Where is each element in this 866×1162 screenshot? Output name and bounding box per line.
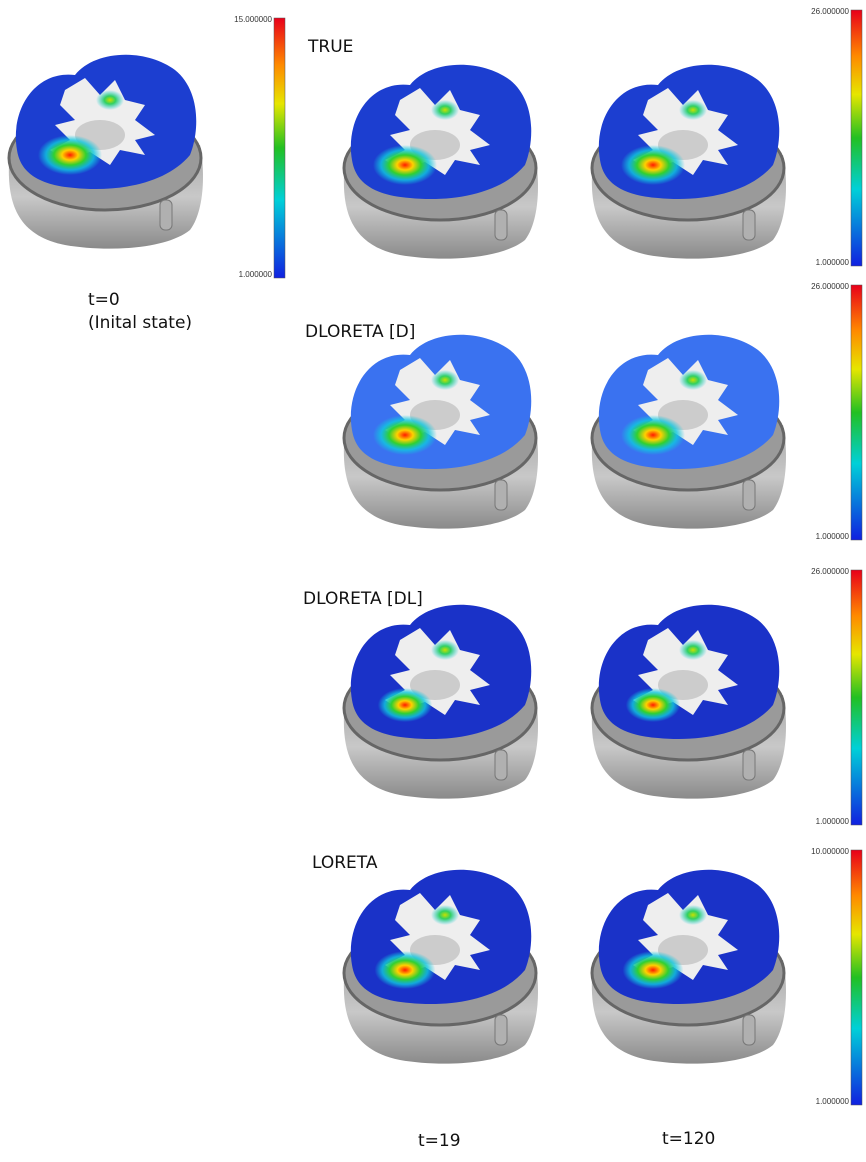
activity-spot: [378, 688, 432, 722]
activity-spot: [431, 370, 459, 390]
ear: [743, 210, 755, 240]
colorbar-min: 1.000000: [816, 258, 850, 267]
brain-render: [344, 335, 538, 529]
colorbar-max: 26.000000: [811, 282, 849, 291]
activity-spot: [375, 951, 436, 989]
brain-render: [344, 605, 538, 799]
activity-spot: [621, 415, 685, 455]
activity-spot: [96, 90, 124, 110]
time-label: t=0: [88, 290, 120, 310]
colorbar-max: 26.000000: [811, 567, 849, 576]
colorbar-min: 1.000000: [816, 1097, 850, 1106]
colorbar-min: 1.000000: [816, 532, 850, 541]
brain-render: [344, 65, 538, 259]
colorbar: [274, 18, 285, 278]
note-label: (Inital state): [88, 313, 192, 333]
activity-spot: [373, 145, 437, 185]
ear: [495, 480, 507, 510]
activity-spot: [431, 100, 459, 120]
activity-spot: [679, 370, 707, 390]
page: {"initial": {"time": "t=0", "note": "(In…: [0, 0, 866, 1162]
activity-spot: [626, 688, 680, 722]
ear: [495, 210, 507, 240]
brain-render: [592, 335, 786, 529]
colorbar-max: 10.000000: [811, 847, 849, 856]
activity-spot: [373, 415, 437, 455]
activity-spot: [679, 905, 707, 925]
colorbar: [851, 850, 862, 1105]
row-label: LORETA: [312, 853, 378, 873]
figure: t=0 (Inital state) t=19 t=120 15.000000 1…: [0, 0, 866, 1162]
ear: [495, 1015, 507, 1045]
ear: [743, 1015, 755, 1045]
activity-spot: [679, 640, 707, 660]
activity-spot: [621, 145, 685, 185]
ear: [743, 480, 755, 510]
ear: [743, 750, 755, 780]
ear: [160, 200, 172, 230]
brain-render: [592, 65, 786, 259]
activity-spot: [679, 100, 707, 120]
brain-render: [9, 55, 203, 249]
colorbar-min: 1.000000: [816, 817, 850, 826]
column-label: t=120: [662, 1129, 715, 1149]
row-label: TRUE: [307, 37, 353, 57]
brain-render: [344, 870, 538, 1064]
row-label: DLORETA [DL]: [303, 589, 423, 609]
activity-spot: [431, 905, 459, 925]
colorbar: [851, 285, 862, 540]
colorbar: [851, 10, 862, 266]
colorbar-max: 26.000000: [811, 7, 849, 16]
column-label: t=19: [418, 1131, 461, 1151]
row-label: DLORETA [D]: [305, 322, 415, 342]
colorbar: [851, 570, 862, 825]
brain-render: [592, 870, 786, 1064]
brain-render: [592, 605, 786, 799]
colorbar-max: 15.000000: [234, 15, 272, 24]
activity-spot: [431, 640, 459, 660]
colorbar-min: 1.000000: [239, 270, 273, 279]
activity-spot: [38, 135, 102, 175]
ear: [495, 750, 507, 780]
activity-spot: [623, 951, 684, 989]
